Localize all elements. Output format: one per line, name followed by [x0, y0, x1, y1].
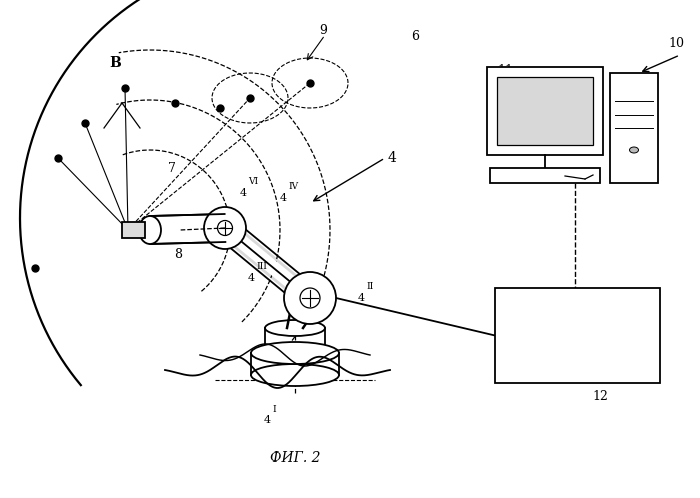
Ellipse shape [265, 320, 325, 336]
Text: 7: 7 [168, 161, 176, 174]
Text: II: II [366, 282, 373, 291]
Ellipse shape [204, 207, 246, 249]
Text: 4: 4 [388, 151, 397, 165]
FancyBboxPatch shape [487, 67, 603, 155]
Ellipse shape [251, 342, 339, 364]
Text: 10: 10 [668, 36, 684, 49]
Text: 8: 8 [174, 248, 182, 260]
Ellipse shape [284, 272, 336, 324]
Ellipse shape [139, 216, 161, 244]
Ellipse shape [629, 147, 638, 153]
Text: ФИГ. 2: ФИГ. 2 [270, 451, 321, 465]
Text: 11: 11 [497, 64, 513, 77]
Text: 4: 4 [264, 415, 271, 425]
Ellipse shape [251, 364, 339, 386]
Text: III: III [256, 262, 267, 271]
Text: IV: IV [288, 182, 298, 191]
FancyBboxPatch shape [495, 288, 660, 383]
FancyBboxPatch shape [497, 77, 593, 145]
Text: 4: 4 [280, 193, 287, 203]
Text: B: B [109, 56, 121, 70]
FancyBboxPatch shape [490, 168, 600, 183]
Polygon shape [122, 222, 145, 238]
Text: VI: VI [248, 177, 258, 186]
Text: 6: 6 [411, 29, 419, 42]
Text: 4: 4 [215, 238, 222, 248]
Text: 4: 4 [358, 293, 365, 303]
Ellipse shape [300, 288, 320, 308]
Text: 4: 4 [248, 273, 255, 283]
Text: 9: 9 [319, 23, 327, 36]
FancyBboxPatch shape [610, 73, 658, 183]
Text: 12: 12 [592, 389, 608, 402]
Text: I: I [272, 405, 276, 414]
Ellipse shape [218, 221, 232, 236]
Text: 4: 4 [240, 188, 247, 198]
Text: V: V [223, 227, 230, 236]
Polygon shape [150, 214, 225, 244]
